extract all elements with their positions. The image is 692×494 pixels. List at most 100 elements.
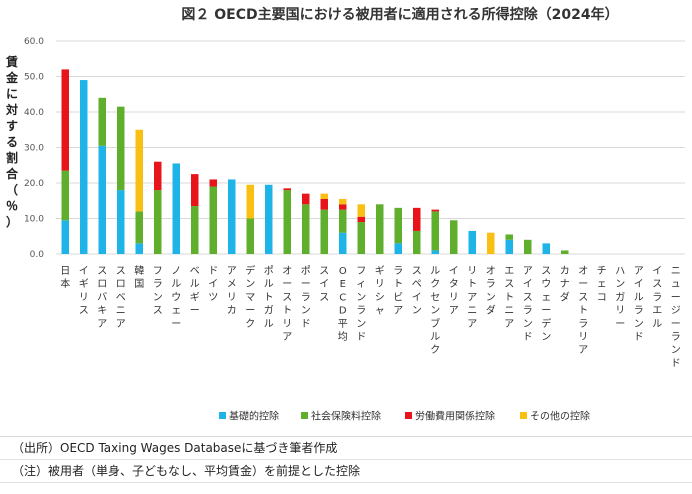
- bar-segment: [135, 211, 143, 244]
- bar-segment: [542, 243, 550, 254]
- bar-segment: [246, 218, 254, 254]
- category-label: フランス: [153, 266, 163, 317]
- category-label: アイスランド: [523, 266, 533, 343]
- bar-segment: [302, 193, 310, 205]
- y-axis-label: 賃金に対する割合（％）: [5, 54, 19, 229]
- category-label: ルクセンブルク: [430, 266, 440, 356]
- legend-item: 社会保険料控除: [301, 410, 381, 423]
- bar-segment: [468, 230, 476, 254]
- category-label: ハンガリー: [615, 266, 625, 330]
- legend-label: 労働費用関係控除: [415, 410, 495, 423]
- legend-label: 基礎的控除: [229, 410, 279, 423]
- y-tick-label: 50.0: [24, 73, 44, 83]
- category-label: エストニア: [504, 266, 514, 330]
- category-label: オーストリア: [282, 265, 292, 343]
- legend: 基礎的控除 社会保険料控除 労働費用関係控除 その他の控除: [219, 410, 590, 423]
- bar-segment: [61, 170, 69, 221]
- bar-segment: [320, 198, 328, 210]
- bar-segment: [413, 230, 421, 254]
- bar-segment: [61, 220, 69, 254]
- bar-segment: [431, 209, 439, 212]
- category-label: スイス: [319, 266, 329, 303]
- category-label: イギリス: [79, 266, 89, 317]
- bar-segment: [357, 222, 365, 254]
- legend-swatch: [301, 412, 308, 419]
- chart: 図２ OECD主要国における被用者に適用される所得控除（2024年） 0.0 10…: [5, 6, 685, 423]
- category-label: デンマーク: [245, 264, 255, 330]
- category-label: イタリア: [449, 266, 459, 317]
- category-label: オーストラリア: [578, 265, 588, 356]
- assumption-note: （注）被用者（単身、子どもなし、平均賃金）を前提とした控除: [0, 460, 692, 483]
- bar-segment: [431, 211, 439, 251]
- category-label: スウェーデン: [541, 266, 551, 343]
- category-labels: 日本イギリススロバキアスロベニア韓国フランスノルウェーベルギードイツアメリカデン…: [60, 264, 681, 369]
- bar-segment: [357, 204, 365, 217]
- y-tick-label: 0.0: [30, 250, 45, 260]
- bar-segment: [283, 190, 291, 254]
- bar-segment: [357, 216, 365, 223]
- category-label: 韓国: [134, 265, 144, 290]
- bar-segment: [339, 198, 347, 205]
- bar-segment: [98, 97, 106, 146]
- bar-segment: [154, 190, 162, 254]
- bar-segment: [246, 184, 254, 219]
- bar-segment: [302, 204, 310, 254]
- bar-segment: [80, 80, 88, 254]
- y-tick-label: 20.0: [24, 179, 44, 189]
- category-label: ポーランド: [301, 265, 311, 330]
- bar-segment: [135, 129, 143, 212]
- bar-segment: [154, 161, 162, 191]
- bar-segment: [191, 174, 199, 207]
- category-label: カナダ: [560, 265, 570, 303]
- category-label: アメリカ: [227, 266, 237, 317]
- bar-segment: [413, 207, 421, 231]
- category-label: ラトビア: [393, 265, 403, 317]
- category-label: ノルウェー: [171, 266, 181, 330]
- category-label: イスラエル: [652, 266, 662, 330]
- chart-title: 図２ OECD主要国における被用者に適用される所得控除（2024年）: [181, 6, 618, 23]
- bar-segment: [209, 186, 217, 254]
- bar-segment: [487, 232, 495, 254]
- category-label: ギリシャ: [375, 265, 385, 317]
- bar-segment: [61, 69, 69, 171]
- bar-segment: [135, 243, 143, 254]
- legend-item: 労働費用関係控除: [405, 410, 495, 423]
- legend-swatch: [520, 412, 527, 419]
- bar-segment: [394, 207, 402, 244]
- y-tick-label: 60.0: [24, 37, 44, 47]
- bar-segment: [320, 209, 328, 254]
- category-label: アイルランド: [634, 266, 644, 343]
- y-tick-label: 30.0: [24, 144, 44, 154]
- bar-segment: [376, 204, 384, 254]
- legend-label: その他の控除: [530, 410, 590, 423]
- bar-segment: [228, 179, 236, 254]
- legend-item: 基礎的控除: [219, 410, 279, 423]
- category-label: ベルギー: [190, 265, 200, 317]
- category-label: オランダ: [486, 265, 496, 317]
- bars: [61, 69, 569, 254]
- bar-segment: [117, 106, 125, 191]
- bar-segment: [117, 190, 125, 254]
- y-axis-label-text: 賃金に対する割合（％）: [5, 54, 19, 229]
- bar-segment: [431, 250, 439, 254]
- legend-swatch: [405, 412, 412, 419]
- bar-segment: [265, 184, 273, 254]
- category-label: ニュージーランド: [671, 266, 681, 369]
- bar-segment: [339, 209, 347, 233]
- notes: （出所）OECD Taxing Wages Databaseに基づき筆者作成 （…: [0, 436, 692, 494]
- source-note: （出所）OECD Taxing Wages Databaseに基づき筆者作成: [0, 437, 692, 460]
- category-label: スペイン: [412, 266, 422, 317]
- category-label: ポルトガル: [264, 265, 274, 330]
- category-label: チェコ: [597, 265, 607, 303]
- bar-segment: [505, 239, 513, 254]
- category-label: O E C D 平均: [338, 266, 348, 343]
- category-label: スロバキア: [97, 266, 107, 330]
- category-label: 日本: [60, 266, 70, 290]
- bar-segment: [191, 206, 199, 254]
- bar-segment: [283, 188, 291, 191]
- y-tick-label: 40.0: [24, 108, 44, 118]
- bar-segment: [320, 193, 328, 199]
- legend-swatch: [219, 412, 226, 419]
- legend-label: 社会保険料控除: [311, 410, 381, 423]
- category-label: リトアニア: [467, 266, 477, 330]
